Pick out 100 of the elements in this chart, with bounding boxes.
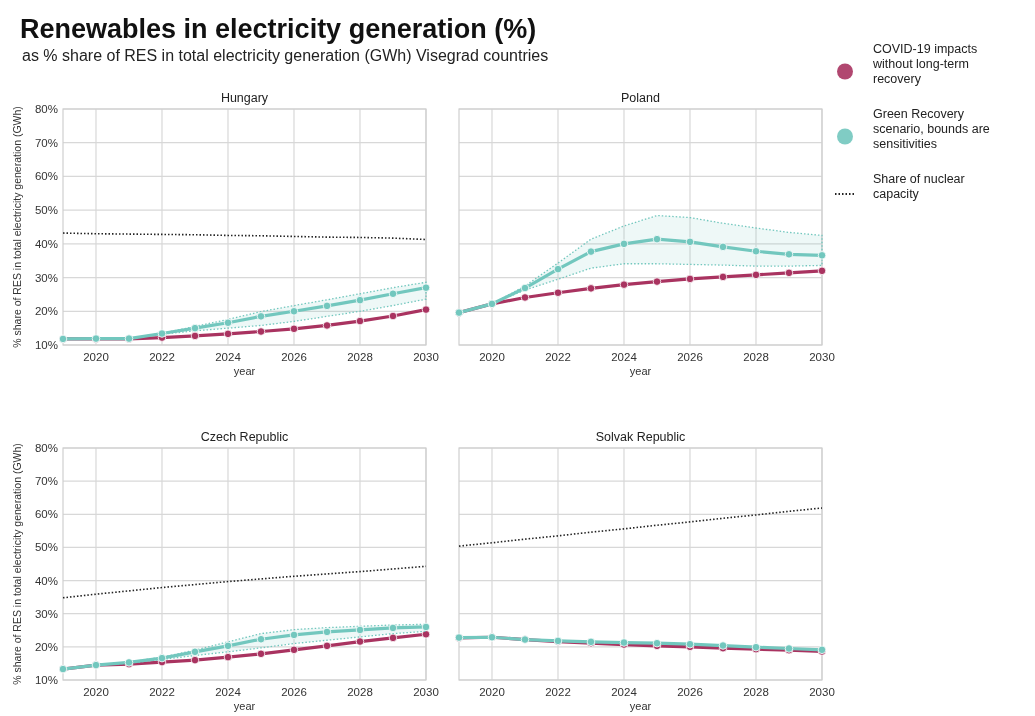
y-tick-label: 30%: [34, 271, 58, 284]
y-tick-label: 80%: [34, 103, 58, 115]
point: [718, 242, 728, 252]
x-tick-label: 2028: [347, 686, 373, 698]
point: [256, 327, 266, 336]
text: Hungary: [220, 91, 269, 105]
point: [388, 633, 398, 643]
x-axis-title: year: [233, 700, 256, 712]
x-tick-label: 2028: [347, 351, 373, 363]
x-axis-title: year: [629, 700, 652, 712]
point: [421, 305, 431, 314]
point: [421, 283, 431, 292]
point: [157, 329, 167, 338]
point: [619, 239, 629, 249]
y-tick-label: 20%: [34, 640, 58, 653]
x-tick-label: 2026: [677, 686, 703, 698]
point: [190, 655, 200, 665]
point: [520, 283, 530, 293]
y-tick-label: 20%: [34, 305, 58, 318]
point: [421, 622, 431, 632]
y-tick-label: 30%: [34, 607, 58, 620]
point: [586, 247, 596, 256]
y-tick-label: 50%: [34, 204, 58, 217]
y-tick-label: 70%: [34, 475, 58, 488]
x-tick-label: 2020: [83, 686, 109, 698]
y-tick-label: 40%: [34, 574, 58, 587]
point: [190, 647, 200, 657]
x-tick-label: 2022: [545, 686, 571, 698]
point: [586, 284, 596, 293]
point: [553, 264, 563, 274]
point: [256, 635, 266, 644]
point: [322, 321, 332, 330]
point: [223, 329, 233, 339]
legend-label: Green Recovery scenario, bounds are sensitivities: [873, 107, 990, 151]
x-tick-label: 2024: [215, 686, 242, 698]
x-tick-label: 2022: [149, 351, 175, 363]
point: [289, 324, 299, 334]
point: [619, 280, 629, 289]
point: [388, 289, 398, 298]
point: [223, 641, 233, 651]
point: [817, 266, 827, 276]
chart-subtitle: as % share of RES in total electricity generation (GWh) Visegrad countries: [22, 47, 549, 64]
text: Czech Republic: [200, 430, 289, 444]
text: Poland: [621, 91, 660, 105]
point: [784, 268, 794, 278]
y-tick-label: 60%: [34, 170, 58, 183]
x-axis-title: year: [629, 365, 652, 377]
point: [256, 649, 266, 659]
line-series: [62, 232, 427, 241]
x-tick-label: 2024: [611, 686, 638, 698]
y-tick-label: 70%: [34, 136, 58, 149]
x-tick-label: 2024: [611, 351, 638, 363]
point: [718, 272, 728, 282]
point: [520, 293, 530, 302]
point: [784, 250, 794, 259]
point: [751, 247, 761, 256]
x-tick-label: 2020: [479, 351, 505, 363]
point: [553, 288, 563, 297]
x-tick-label: 2022: [149, 686, 175, 698]
y-axis-title: % share of RES in total electricity generation (GWh): [11, 106, 23, 348]
y-tick-label: 40%: [34, 237, 58, 250]
y-axis-title: % share of RES in total electricity generation (GWh): [11, 443, 23, 685]
point: [685, 274, 695, 284]
legend-label: Share of nuclear capacity: [873, 172, 965, 201]
x-axis-title: year: [233, 365, 256, 377]
x-tick-label: 2020: [83, 351, 109, 363]
point: [355, 295, 365, 305]
legend-label: COVID-19 impacts without long-term recovery: [872, 42, 978, 86]
point: [388, 311, 398, 321]
y-tick-label: 10%: [34, 339, 58, 351]
point: [223, 652, 233, 662]
point: [685, 237, 695, 247]
point: [322, 301, 332, 311]
point: [421, 630, 431, 639]
x-tick-label: 2024: [215, 351, 242, 363]
x-tick-label: 2026: [281, 351, 307, 363]
x-tick-label: 2030: [413, 351, 439, 363]
x-tick-label: 2030: [809, 351, 835, 363]
point: [190, 331, 200, 341]
x-tick-label: 2020: [479, 686, 505, 698]
x-tick-label: 2028: [743, 686, 769, 698]
x-tick-label: 2022: [545, 351, 571, 363]
y-tick-label: 80%: [34, 442, 58, 454]
x-tick-label: 2030: [809, 686, 835, 698]
x-tick-label: 2026: [281, 686, 307, 698]
point: [388, 623, 398, 633]
x-tick-label: 2030: [413, 686, 439, 698]
point: [289, 630, 299, 640]
point: [652, 234, 662, 244]
text: Solvak Republic: [595, 430, 686, 444]
point: [256, 312, 266, 321]
point: [322, 641, 332, 651]
y-tick-label: 60%: [34, 508, 58, 521]
point: [289, 645, 299, 655]
x-tick-label: 2026: [677, 351, 703, 363]
chart-title: Renewables in electricity generation (%): [20, 14, 537, 44]
point: [652, 277, 662, 286]
x-tick-label: 2028: [743, 351, 769, 363]
y-tick-label: 50%: [34, 541, 58, 554]
point: [355, 637, 365, 646]
